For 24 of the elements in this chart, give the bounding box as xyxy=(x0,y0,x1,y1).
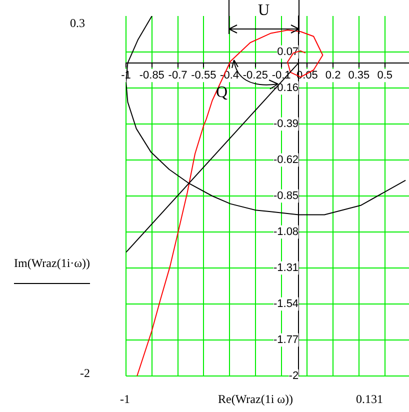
text: -2 xyxy=(80,366,90,381)
text: 0.131 xyxy=(356,392,383,407)
x-tick-label: -0.85 xyxy=(139,70,164,82)
annotation: U xyxy=(258,2,270,20)
y-tick-label: -2 xyxy=(288,370,299,382)
x-tick-label: 0.35 xyxy=(348,70,370,82)
y-tick-label: -1.31 xyxy=(273,262,299,274)
y-tick-label: -0.62 xyxy=(273,154,299,166)
text: 0.3 xyxy=(70,16,85,31)
y-tick-label: -1.77 xyxy=(273,334,299,346)
annotation: Q xyxy=(216,84,228,102)
x-tick-label: -0.7 xyxy=(168,70,188,82)
x-tick-label: -0.25 xyxy=(242,70,268,82)
x-tick-label: 0.5 xyxy=(377,70,392,82)
x-tick-label: -0.55 xyxy=(191,70,216,82)
text: -1 xyxy=(120,392,130,407)
y-tick-label: -0.85 xyxy=(273,190,299,202)
y-tick-label: -0.39 xyxy=(273,118,299,130)
y-axis-title: Im(Wraz(1i·ω)) xyxy=(14,256,90,284)
y-tick-label: 0.07 xyxy=(277,46,299,58)
y-tick-label: -1.54 xyxy=(273,298,299,310)
x-tick-label: 0.2 xyxy=(325,70,341,82)
y-tick-label: -1.08 xyxy=(273,226,299,238)
x-axis-title: Re(Wraz(1i ω)) xyxy=(218,392,294,407)
